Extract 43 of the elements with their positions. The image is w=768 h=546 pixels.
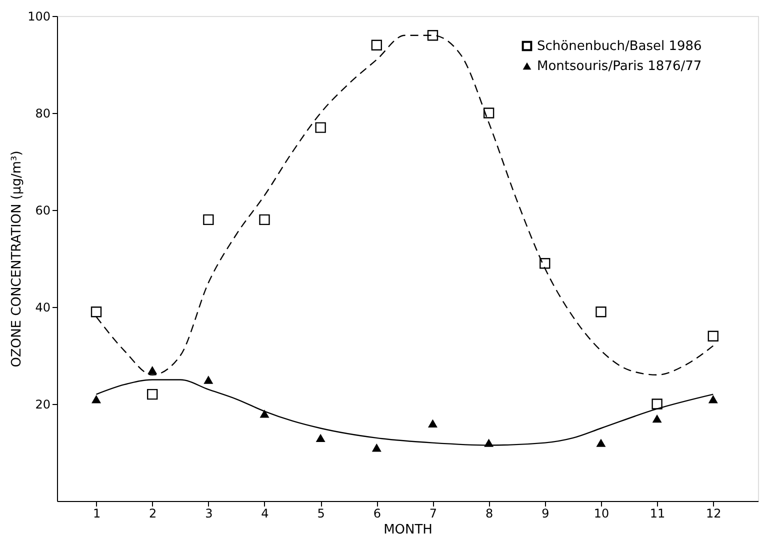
point <box>428 419 438 428</box>
x-tick-label: 4 <box>261 506 269 520</box>
x-tick-label: 12 <box>706 506 722 520</box>
point <box>92 395 101 404</box>
point <box>315 122 326 133</box>
legend-label: Schönenbuch/Basel 1986 <box>537 39 702 54</box>
x-tick-label: 1 <box>92 506 101 520</box>
point <box>427 30 438 41</box>
point <box>204 376 214 384</box>
point <box>483 108 494 118</box>
point <box>540 258 550 269</box>
point <box>371 40 382 50</box>
y-tick-label: 40 <box>35 300 50 314</box>
point <box>146 388 158 400</box>
point <box>652 398 662 410</box>
point <box>372 444 382 452</box>
x-tick-label: 7 <box>429 506 438 520</box>
x-tick-label: 2 <box>149 506 157 520</box>
point <box>652 414 662 423</box>
legend-label: Montsouris/Paris 1876/77 <box>537 59 702 74</box>
y-tick-label: 60 <box>35 204 50 218</box>
y-axis-title: OZONE CONCENTRATION (µg/m³) <box>10 150 25 368</box>
point <box>90 306 102 318</box>
point <box>708 395 718 404</box>
point <box>203 214 214 226</box>
y-tick-label: 80 <box>35 106 50 120</box>
x-tick-label: 9 <box>542 506 550 520</box>
x-tick-label: 5 <box>317 506 325 520</box>
x-tick-label: 8 <box>485 506 494 520</box>
x-tick-label: 6 <box>373 506 381 520</box>
point <box>316 434 326 442</box>
y-tick-label: 20 <box>35 398 50 412</box>
x-tick-label: 10 <box>594 506 610 520</box>
point <box>596 438 606 447</box>
x-tick-label: 3 <box>205 506 213 520</box>
x-axis-title: MONTH <box>384 522 432 538</box>
point <box>596 306 606 318</box>
y-tick-label: 100 <box>28 10 50 24</box>
point <box>260 410 270 418</box>
point <box>148 366 158 374</box>
point <box>259 214 270 226</box>
x-tick-label: 11 <box>650 506 666 520</box>
point <box>708 330 718 342</box>
